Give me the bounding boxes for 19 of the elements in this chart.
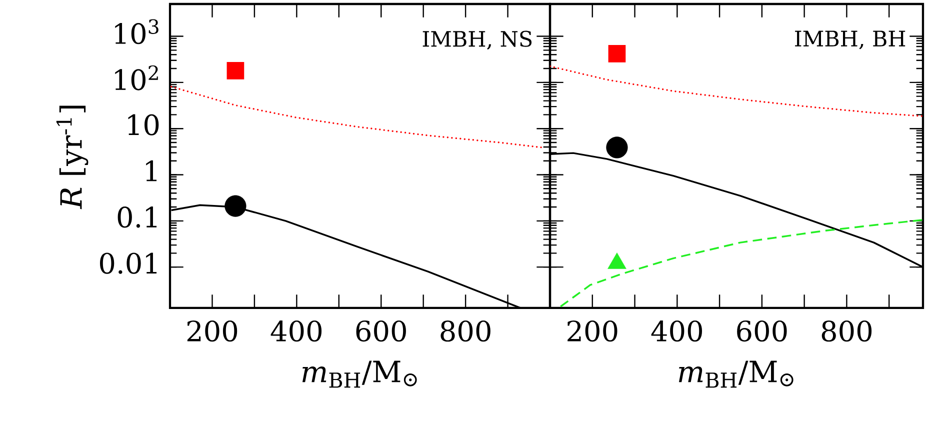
y-tick-label: 10$^{2}$: [115, 65, 158, 90]
x-tick-label: 600: [356, 320, 406, 342]
y-tick-label: 1: [146, 160, 157, 182]
x-tick-label: 800: [822, 320, 872, 342]
x-tick-label: 600: [737, 320, 787, 342]
x-axis-title: m$_{BH}$/M$_{⊙}$: [302, 360, 417, 388]
x-tick-label: 400: [651, 320, 702, 342]
y-tick-label: 0.1: [118, 206, 157, 228]
y-axis-title: R [yr$^{-1}$]: [56, 106, 88, 210]
x-axis-title: m$_{BH}$/M$_{⊙}$: [678, 360, 794, 388]
annotation: IMBH, BH: [795, 30, 906, 50]
y-tick-label: 0.01: [100, 252, 157, 274]
x-tick-label: 200: [187, 320, 238, 342]
x-tick-label: 400: [270, 320, 322, 342]
y-tick-label: 10: [128, 114, 159, 136]
y-tick-label: 10$^{3}$: [115, 19, 158, 44]
x-tick-label: 200: [568, 320, 618, 342]
x-tick-label: 800: [440, 320, 490, 342]
annotation: IMBH, NS: [422, 30, 532, 50]
